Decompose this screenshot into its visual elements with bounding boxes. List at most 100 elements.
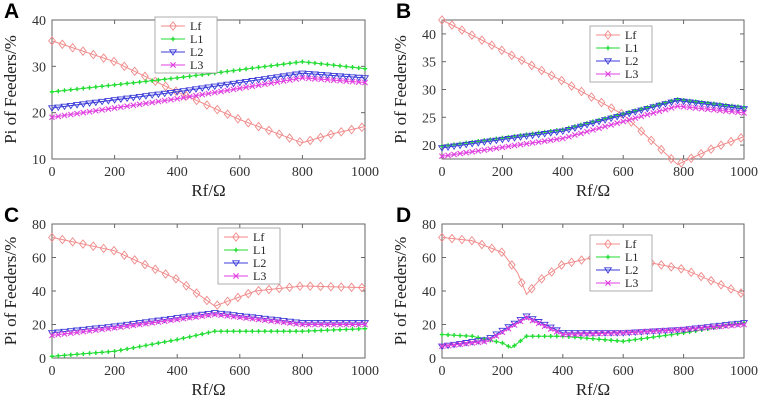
data-point-L1 [344, 64, 349, 69]
data-point-L1 [451, 333, 457, 338]
data-point-L2 [317, 72, 326, 79]
data-point-L3 [686, 326, 693, 333]
data-point-L3 [499, 144, 506, 151]
data-point-L3 [728, 322, 735, 329]
data-point-L3 [644, 328, 651, 335]
data-point-Lf [192, 288, 201, 298]
data-point-L3 [662, 327, 669, 334]
x-tick-label: 200 [492, 364, 513, 379]
data-point-L1 [584, 336, 590, 341]
data-point-L3 [680, 326, 687, 333]
legend-marker-L1 [170, 36, 176, 42]
data-point-L2 [154, 91, 163, 99]
data-point-L1 [106, 349, 111, 355]
data-point-L3 [734, 322, 741, 328]
data-point-L3 [136, 101, 143, 108]
data-point-Lf [48, 36, 56, 46]
data-point-Lf [99, 243, 108, 254]
data-point-L3 [722, 323, 729, 329]
data-point-L1 [237, 329, 242, 334]
data-point-Lf [130, 255, 139, 265]
data-point-L3 [149, 319, 156, 326]
data-point-L1 [212, 329, 217, 334]
data-point-L1 [262, 329, 268, 334]
data-point-L2 [97, 98, 107, 106]
data-point-L1 [56, 353, 61, 359]
data-point-L1 [645, 335, 650, 341]
data-point-Lf [347, 124, 356, 135]
data-point-L3 [475, 339, 482, 346]
legend-label-L3: L3 [253, 269, 266, 283]
data-point-L3 [728, 108, 735, 115]
y-tick-label: 80 [32, 218, 46, 233]
data-point-L1 [74, 352, 80, 357]
data-point-L3 [656, 108, 663, 115]
data-point-L1 [250, 329, 255, 334]
data-point-L1 [68, 87, 73, 92]
data-point-L1 [256, 329, 261, 334]
y-tick-label: 0 [39, 352, 46, 367]
data-point-L3 [481, 338, 488, 345]
data-point-Lf [527, 60, 536, 71]
data-point-L1 [237, 67, 242, 73]
data-point-L3 [343, 78, 350, 85]
data-point-L1 [99, 350, 105, 355]
data-point-L2 [285, 72, 294, 79]
data-point-L3 [86, 327, 93, 334]
data-point-Lf [607, 103, 616, 113]
data-point-L2 [191, 86, 201, 93]
data-point-L2 [486, 138, 495, 146]
data-point-L2 [116, 96, 125, 103]
data-point-Lf [161, 81, 170, 92]
data-point-Lf [597, 97, 606, 108]
x-tick-label: 400 [167, 364, 188, 379]
data-point-L2 [72, 102, 82, 109]
data-point-L1 [49, 354, 55, 359]
data-point-Lf [265, 125, 273, 136]
data-point-Lf [68, 237, 77, 247]
data-point-L3 [626, 329, 633, 336]
x-tick-label: 600 [613, 364, 634, 379]
data-point-L1 [506, 344, 511, 349]
data-point-L1 [218, 70, 224, 75]
data-point-L2 [304, 71, 313, 78]
data-point-Lf [244, 288, 253, 299]
legend-marker-Lf [232, 232, 240, 242]
data-point-L3 [638, 328, 645, 335]
data-point-L3 [644, 111, 651, 118]
data-point-L2 [456, 142, 465, 150]
data-point-L3 [499, 329, 506, 336]
data-point-L3 [511, 322, 518, 329]
data-point-L1 [350, 65, 355, 70]
data-point-L1 [657, 334, 662, 339]
data-point-L2 [468, 339, 477, 346]
data-point-L3 [686, 104, 693, 111]
y-tick-label: 60 [32, 252, 46, 267]
data-point-L2 [727, 104, 737, 112]
data-point-L2 [655, 102, 664, 110]
data-point-Lf [316, 281, 325, 292]
data-point-Lf [637, 126, 646, 137]
data-point-L3 [211, 311, 218, 318]
data-point-Lf [316, 132, 325, 143]
data-point-Lf [647, 135, 656, 146]
data-point-L2 [625, 110, 634, 118]
data-point-L2 [679, 98, 688, 106]
data-point-L3 [559, 135, 566, 142]
data-point-L3 [105, 325, 112, 332]
data-point-Lf [557, 260, 566, 270]
data-point-L3 [299, 321, 306, 328]
data-point-Lf [677, 263, 686, 274]
data-point-Lf [141, 71, 149, 82]
data-point-L2 [60, 103, 69, 111]
data-point-L3 [218, 312, 225, 319]
x-tick-label: 1000 [730, 364, 758, 379]
data-point-L2 [135, 94, 144, 101]
data-point-Lf [707, 144, 715, 154]
data-point-L2 [474, 140, 483, 147]
data-point-Lf [507, 50, 516, 61]
data-point-Lf [327, 129, 335, 140]
data-point-L1 [187, 334, 192, 339]
data-point-L1 [74, 86, 80, 92]
data-point-L2 [216, 82, 226, 90]
